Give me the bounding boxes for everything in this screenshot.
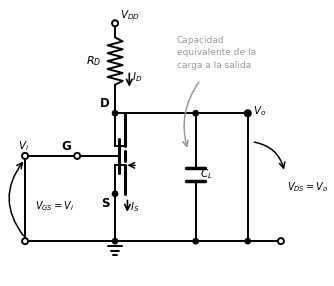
Circle shape <box>193 239 198 244</box>
Text: Capacidad
equivalente de la
carga a la salida: Capacidad equivalente de la carga a la s… <box>177 35 256 69</box>
Circle shape <box>245 239 250 244</box>
Text: $I_D$: $I_D$ <box>132 70 142 84</box>
Text: $R_D$: $R_D$ <box>87 54 102 68</box>
Text: D: D <box>100 98 110 110</box>
Text: $I_S$: $I_S$ <box>130 200 140 214</box>
Circle shape <box>193 111 198 116</box>
Text: $V_o$: $V_o$ <box>254 104 267 118</box>
Circle shape <box>22 238 28 244</box>
Circle shape <box>278 238 284 244</box>
Text: $C_L$: $C_L$ <box>200 168 213 181</box>
Circle shape <box>113 239 118 244</box>
Circle shape <box>245 110 251 116</box>
Text: $V_{DS} = V_o$: $V_{DS} = V_o$ <box>287 180 328 194</box>
Circle shape <box>22 153 28 159</box>
Circle shape <box>113 191 118 196</box>
Text: $V_i$: $V_i$ <box>18 140 29 153</box>
Circle shape <box>112 20 118 26</box>
Text: $V_{DD}$: $V_{DD}$ <box>120 9 140 22</box>
Text: S: S <box>101 196 110 210</box>
Circle shape <box>245 111 250 116</box>
Text: $V_{GS} = V_i$: $V_{GS} = V_i$ <box>34 199 73 213</box>
Text: G: G <box>61 140 71 153</box>
Circle shape <box>113 111 118 116</box>
Circle shape <box>74 153 80 159</box>
